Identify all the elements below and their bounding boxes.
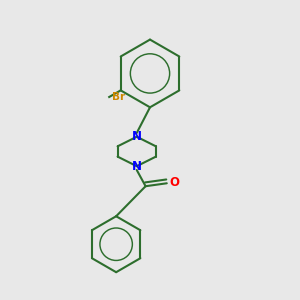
Text: N: N bbox=[132, 130, 142, 143]
Text: Br: Br bbox=[112, 92, 125, 102]
Text: O: O bbox=[169, 176, 179, 189]
Text: N: N bbox=[132, 160, 142, 173]
